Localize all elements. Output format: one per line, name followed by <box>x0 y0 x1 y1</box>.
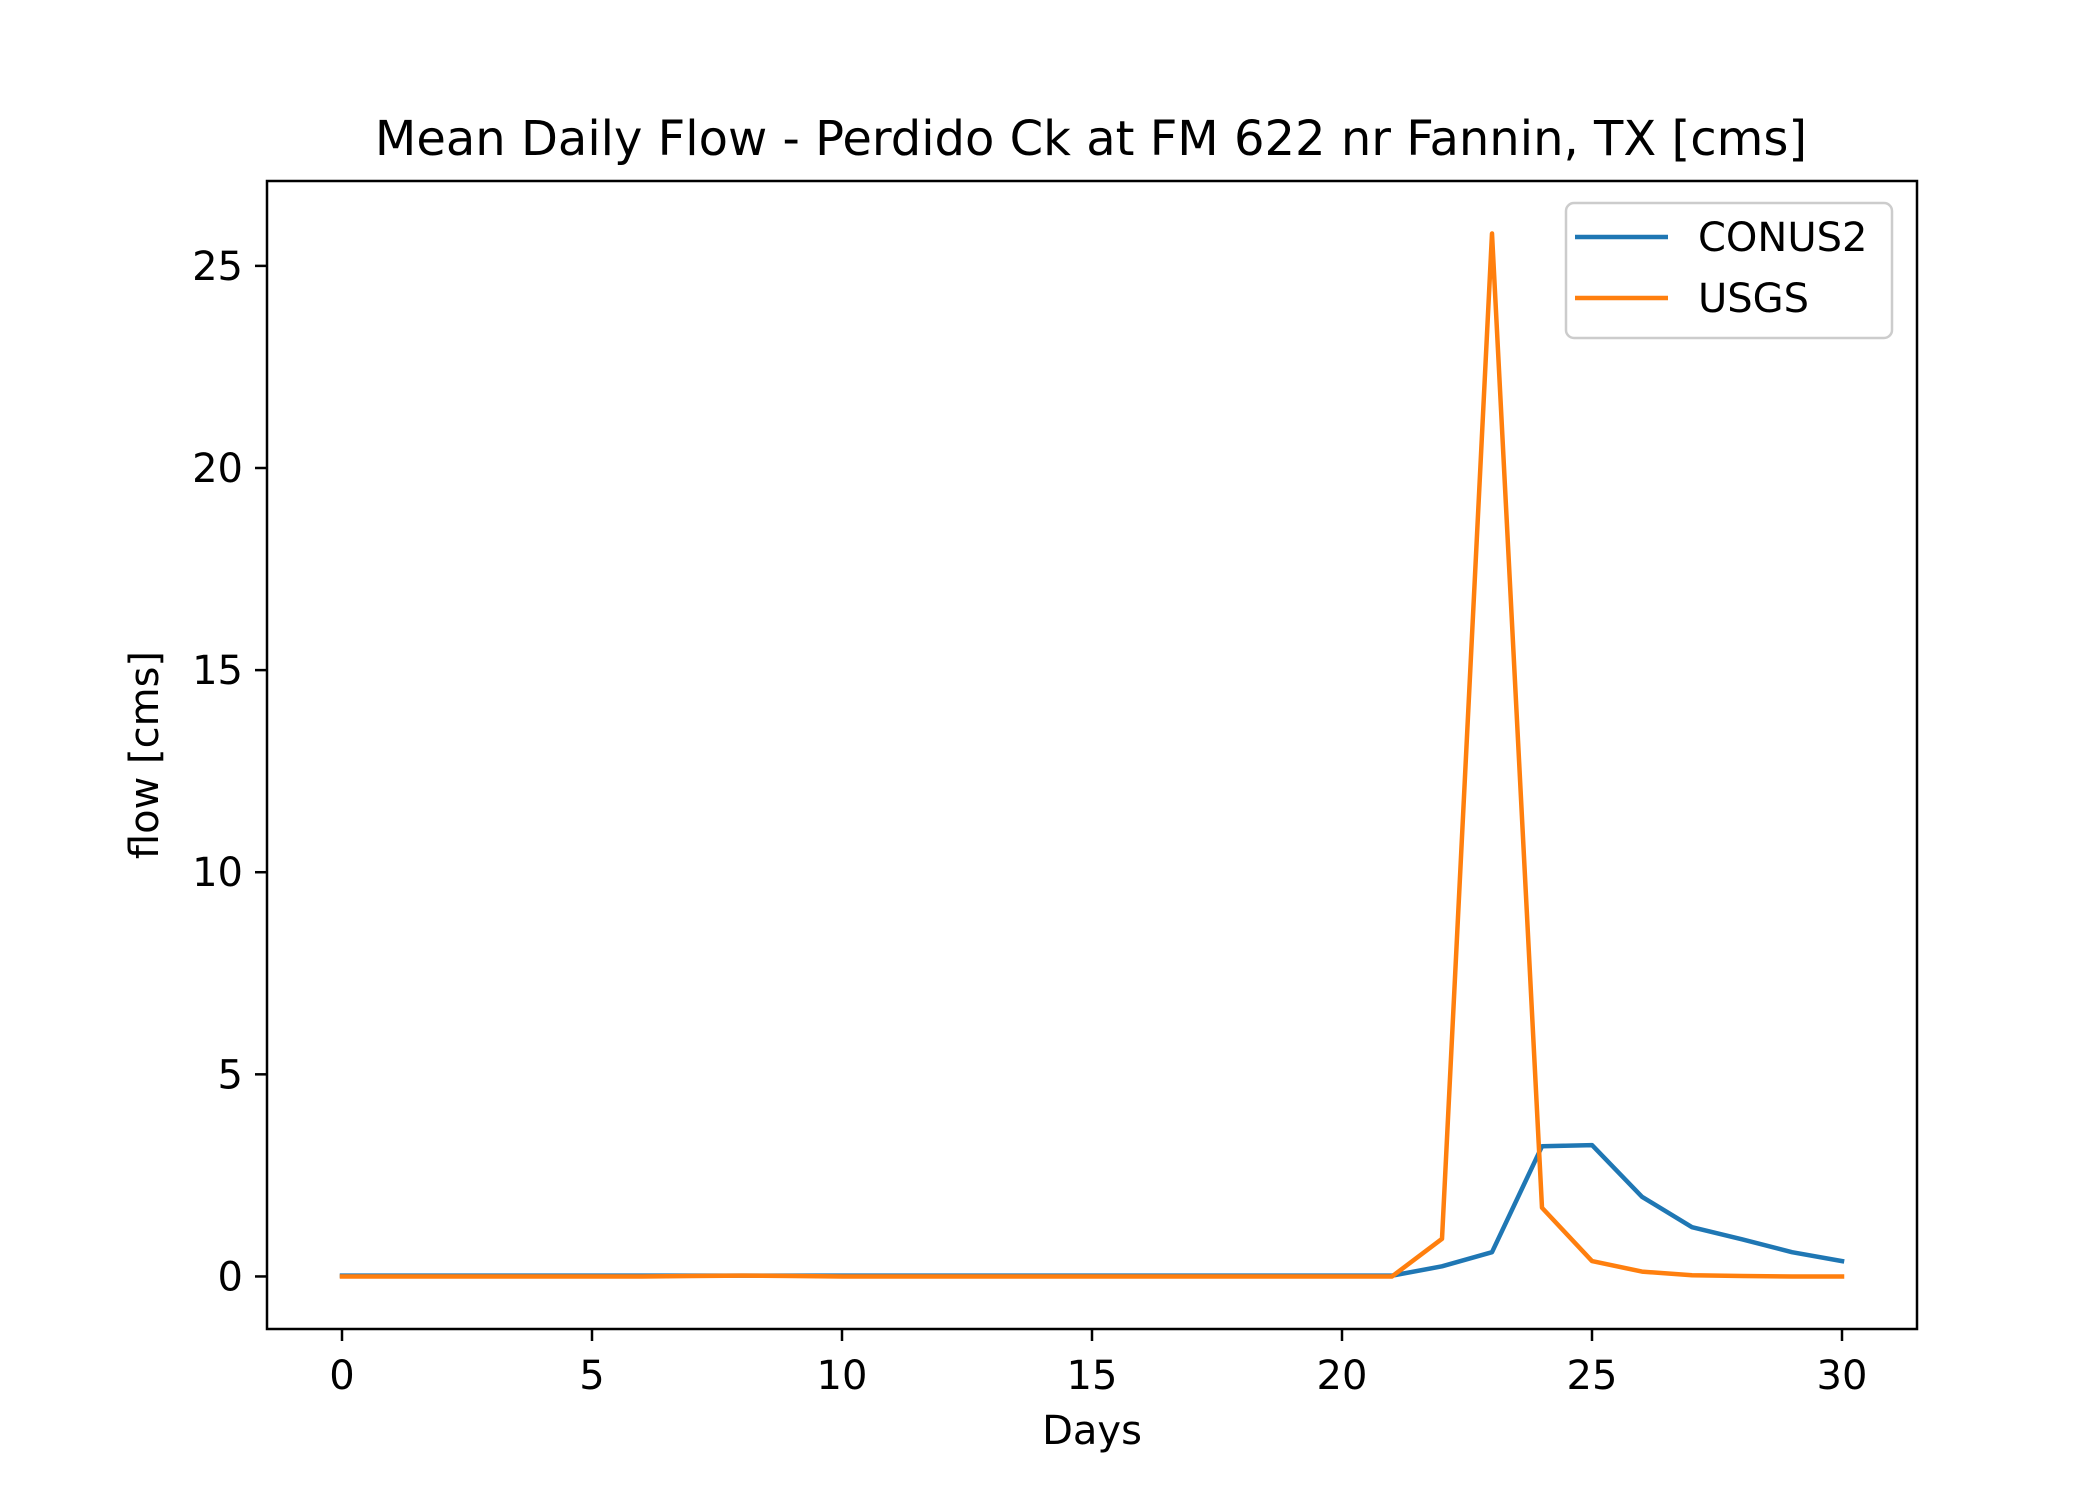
x-tick-label: 0 <box>329 1353 354 1399</box>
x-tick-label: 15 <box>1067 1353 1118 1399</box>
y-axis-label: flow [cms] <box>122 651 168 859</box>
legend-label-usgs: USGS <box>1698 276 1809 322</box>
series-layer <box>339 231 1845 1279</box>
x-tick-label: 30 <box>1817 1353 1868 1399</box>
y-tick-label: 0 <box>218 1254 243 1300</box>
x-axis-label: Days <box>1042 1408 1142 1454</box>
series-line-usgs <box>339 231 1845 1279</box>
legend-label-conus2: CONUS2 <box>1698 215 1867 261</box>
legend: CONUS2 USGS <box>1564 201 1894 340</box>
y-axis-ticks: 0 5 10 15 20 25 <box>192 244 267 1300</box>
x-tick-label: 5 <box>579 1353 604 1399</box>
y-tick-label: 10 <box>192 850 243 896</box>
y-tick-label: 5 <box>218 1052 243 1098</box>
y-tick-label: 25 <box>192 244 243 290</box>
x-tick-label: 10 <box>817 1353 868 1399</box>
chart-title: Mean Daily Flow - Perdido Ck at FM 622 n… <box>375 111 1807 167</box>
x-axis-ticks: 0 5 10 15 20 25 30 <box>329 1329 1867 1399</box>
y-tick-label: 20 <box>192 446 243 492</box>
y-tick-label: 15 <box>192 648 243 694</box>
x-tick-label: 20 <box>1317 1353 1368 1399</box>
x-tick-label: 25 <box>1567 1353 1618 1399</box>
